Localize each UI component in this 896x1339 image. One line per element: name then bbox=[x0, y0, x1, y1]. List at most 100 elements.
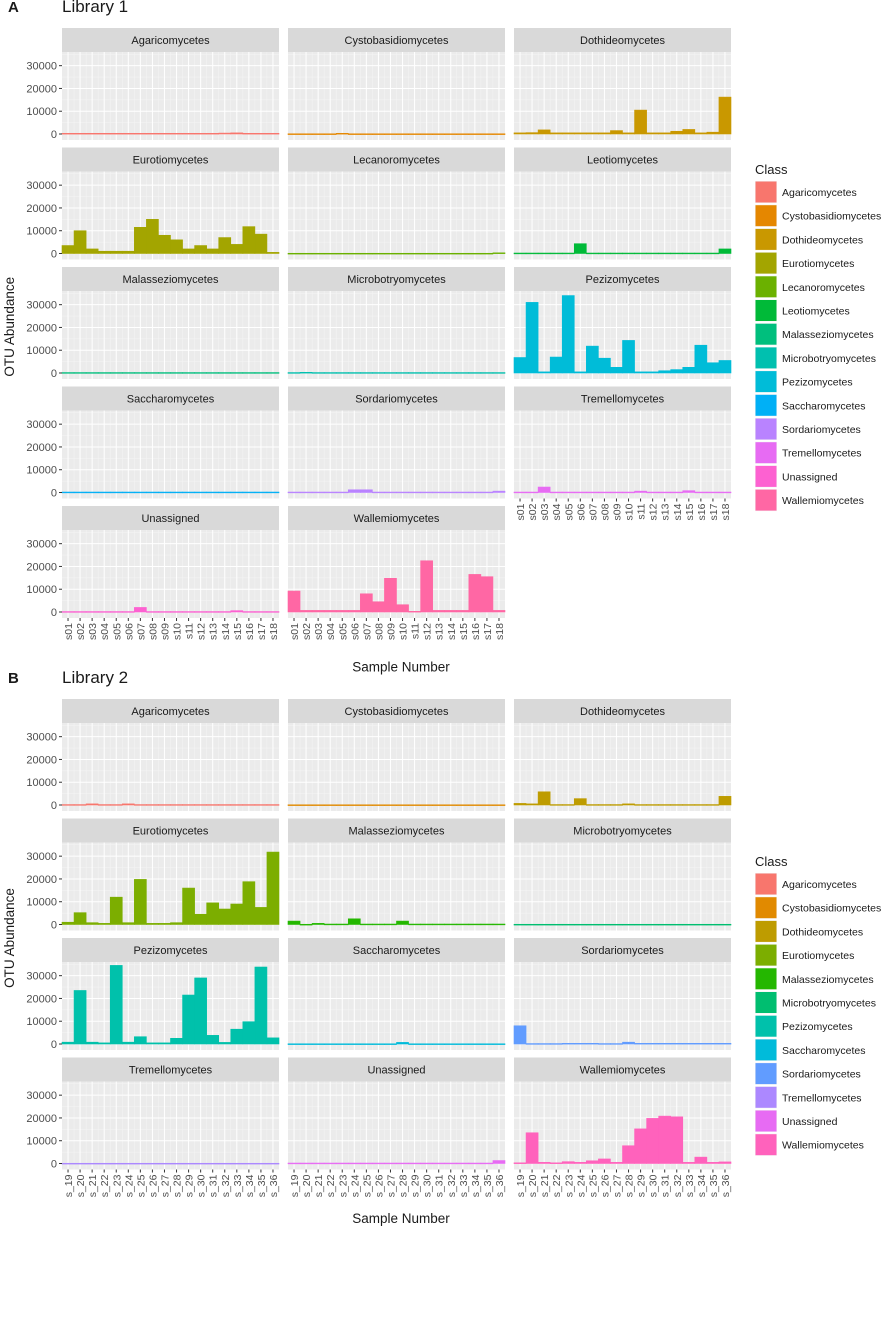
bar-s13 bbox=[432, 372, 446, 374]
bar-s06 bbox=[347, 610, 361, 613]
bar-s_28 bbox=[170, 1162, 183, 1165]
x-tick-label: s14 bbox=[672, 503, 684, 520]
bar-s17 bbox=[480, 133, 494, 135]
x-tick-label: s_27 bbox=[385, 1174, 397, 1197]
bar-s12 bbox=[194, 133, 207, 135]
bar-s01 bbox=[513, 357, 527, 374]
x-tick-label: s_23 bbox=[563, 1174, 575, 1197]
bar-s08 bbox=[372, 133, 385, 135]
bar-s03 bbox=[311, 133, 325, 135]
x-tick-label: s11 bbox=[410, 623, 422, 639]
y-tick-label: 0 bbox=[51, 607, 57, 619]
y-tick-label: 10000 bbox=[26, 897, 57, 909]
y-tick-label: 20000 bbox=[26, 874, 57, 886]
bar-s_25 bbox=[360, 923, 373, 926]
bar-s_36 bbox=[266, 1162, 280, 1165]
bar-s_25 bbox=[134, 1162, 147, 1165]
bar-s03 bbox=[85, 611, 99, 613]
bar-s_36 bbox=[718, 1043, 732, 1045]
x-tick-label: s_36 bbox=[268, 1174, 280, 1197]
bar-s02 bbox=[73, 611, 87, 613]
legend-label: Cystobasidiomycetes bbox=[782, 903, 881, 915]
x-tick-label: s_30 bbox=[422, 1174, 434, 1197]
bar-s02 bbox=[299, 610, 313, 613]
bar-s10 bbox=[170, 372, 183, 374]
facet-strip bbox=[62, 506, 279, 530]
bar-s_32 bbox=[670, 804, 684, 806]
facet-label: Cystobasidiomycetes bbox=[345, 35, 449, 47]
legend-swatch bbox=[755, 181, 777, 203]
bar-s14 bbox=[218, 491, 232, 494]
facet-strip bbox=[62, 699, 279, 723]
bar-s_29 bbox=[182, 887, 195, 925]
bar-s09 bbox=[158, 372, 171, 374]
bar-s08 bbox=[372, 601, 385, 613]
x-tick-label: s_32 bbox=[220, 1174, 232, 1197]
bar-s_27 bbox=[384, 923, 397, 926]
bar-s_33 bbox=[230, 804, 244, 806]
x-tick-label: s02 bbox=[301, 623, 313, 640]
bar-s_35 bbox=[480, 1162, 494, 1165]
bar-s13 bbox=[206, 133, 220, 135]
bar-s11 bbox=[634, 109, 647, 135]
bar-s06 bbox=[121, 611, 135, 613]
facet-strip bbox=[514, 147, 731, 172]
legend-label: Sordariomycetes bbox=[782, 1069, 861, 1081]
x-tick-label: s04 bbox=[325, 623, 337, 640]
bar-s15 bbox=[682, 252, 696, 255]
facet-lecanoromycetes: Lecanoromycetes bbox=[287, 147, 506, 260]
bar-s15 bbox=[456, 252, 470, 255]
x-tick-label: s_29 bbox=[184, 1174, 196, 1197]
y-tick-label: 30000 bbox=[26, 1090, 57, 1102]
bar-s17 bbox=[480, 576, 494, 613]
bar-s_31 bbox=[658, 1115, 672, 1164]
bar-s03 bbox=[311, 372, 325, 374]
bar-s14 bbox=[218, 132, 232, 135]
bar-s11 bbox=[408, 372, 421, 374]
x-tick-label: s_30 bbox=[196, 1174, 208, 1197]
facet-sordariomycetes: Sordariomycetes bbox=[287, 386, 506, 499]
legend-swatch bbox=[755, 992, 777, 1013]
legend-label: Wallemiomycetes bbox=[782, 495, 864, 507]
facet-label: Sordariomycetes bbox=[581, 945, 664, 957]
legend-item-sordariomycetes: Sordariomycetes bbox=[755, 1062, 861, 1085]
bar-s12 bbox=[420, 560, 433, 613]
x-tick-label: s07 bbox=[361, 623, 373, 640]
bar-s_29 bbox=[408, 1043, 421, 1045]
x-tick-label: s04 bbox=[99, 623, 111, 640]
y-tick-label: 10000 bbox=[26, 777, 57, 789]
legend-label: Microbotryomycetes bbox=[782, 353, 876, 365]
bar-s_31 bbox=[658, 804, 672, 806]
bar-s11 bbox=[182, 491, 195, 494]
x-tick-label: s_33 bbox=[458, 1174, 470, 1197]
bar-s_36 bbox=[266, 804, 280, 806]
bar-s04 bbox=[97, 133, 111, 135]
bar-s10 bbox=[170, 133, 183, 135]
bar-s10 bbox=[622, 491, 635, 494]
bar-s08 bbox=[372, 491, 385, 494]
bar-s15 bbox=[230, 610, 244, 613]
bar-s_24 bbox=[347, 918, 361, 925]
bar-s02 bbox=[525, 491, 539, 494]
bar-s_30 bbox=[646, 804, 659, 806]
bar-s_26 bbox=[372, 1043, 385, 1045]
x-tick-label: s_21 bbox=[313, 1174, 325, 1197]
bar-s_24 bbox=[121, 803, 135, 806]
bar-s_28 bbox=[622, 1145, 635, 1164]
legend-title: Class bbox=[755, 162, 788, 177]
bar-s05 bbox=[561, 491, 575, 494]
x-tick-label: s18 bbox=[720, 503, 732, 520]
bar-s_36 bbox=[266, 1037, 280, 1045]
legend-item-microbotryomycetes: Microbotryomycetes bbox=[755, 991, 876, 1014]
x-tick-label: s_28 bbox=[172, 1174, 184, 1197]
bar-s16 bbox=[242, 491, 256, 494]
bar-s_19 bbox=[513, 1025, 527, 1045]
bar-s_25 bbox=[360, 1162, 373, 1165]
bar-s17 bbox=[706, 491, 720, 494]
bar-s_34 bbox=[242, 881, 256, 925]
legend-label: Malasseziomycetes bbox=[782, 329, 874, 341]
legend-item-lecanoromycetes: Lecanoromycetes bbox=[755, 275, 865, 298]
bar-s07 bbox=[586, 252, 599, 255]
legend-swatch bbox=[755, 489, 777, 511]
bar-s13 bbox=[432, 491, 446, 494]
